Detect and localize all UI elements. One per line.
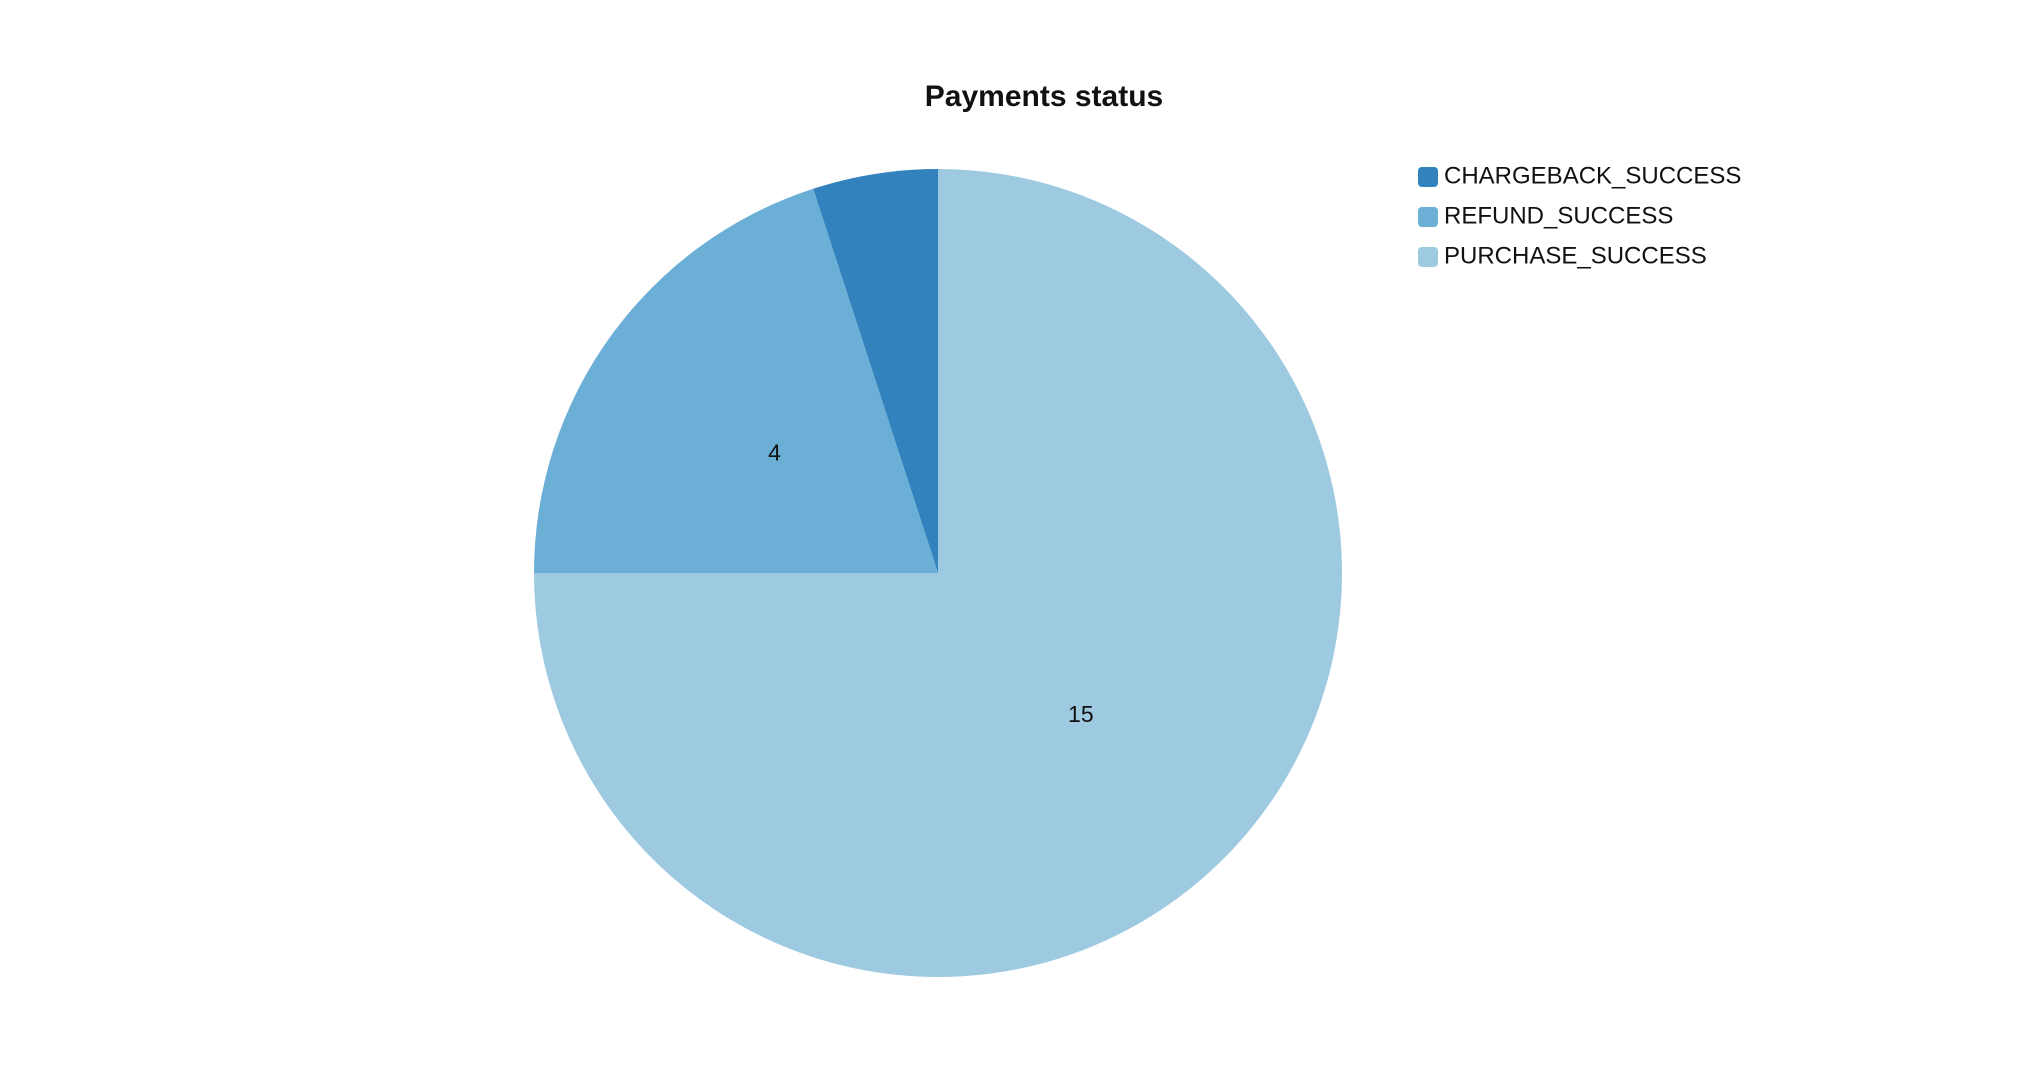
chart-title: Payments status [925, 80, 1163, 113]
legend-item-chargeback-success: CHARGEBACK_SUCCESS [1418, 162, 1741, 189]
pie-slice-value-label: 15 [1068, 701, 1094, 727]
legend-swatch [1418, 207, 1438, 227]
pie-slice-purchase-success [534, 169, 1342, 977]
pie-slice-labels: 4 15 [768, 439, 1093, 727]
legend-swatch [1418, 167, 1438, 187]
legend: CHARGEBACK_SUCCESS REFUND_SUCCESS PURCHASE… [1418, 162, 1741, 269]
pie-slices [534, 169, 1342, 977]
legend-item-refund-success: REFUND_SUCCESS [1418, 202, 1673, 229]
legend-label: CHARGEBACK_SUCCESS [1444, 162, 1741, 189]
pie-slice-refund-success [534, 188, 938, 573]
legend-item-purchase-success: PURCHASE_SUCCESS [1418, 242, 1707, 269]
legend-label: REFUND_SUCCESS [1444, 202, 1673, 229]
pie-slice-value-label: 4 [768, 439, 781, 465]
legend-label: PURCHASE_SUCCESS [1444, 242, 1707, 269]
pie-slice-chargeback-success [813, 169, 938, 573]
legend-swatch [1418, 247, 1438, 267]
